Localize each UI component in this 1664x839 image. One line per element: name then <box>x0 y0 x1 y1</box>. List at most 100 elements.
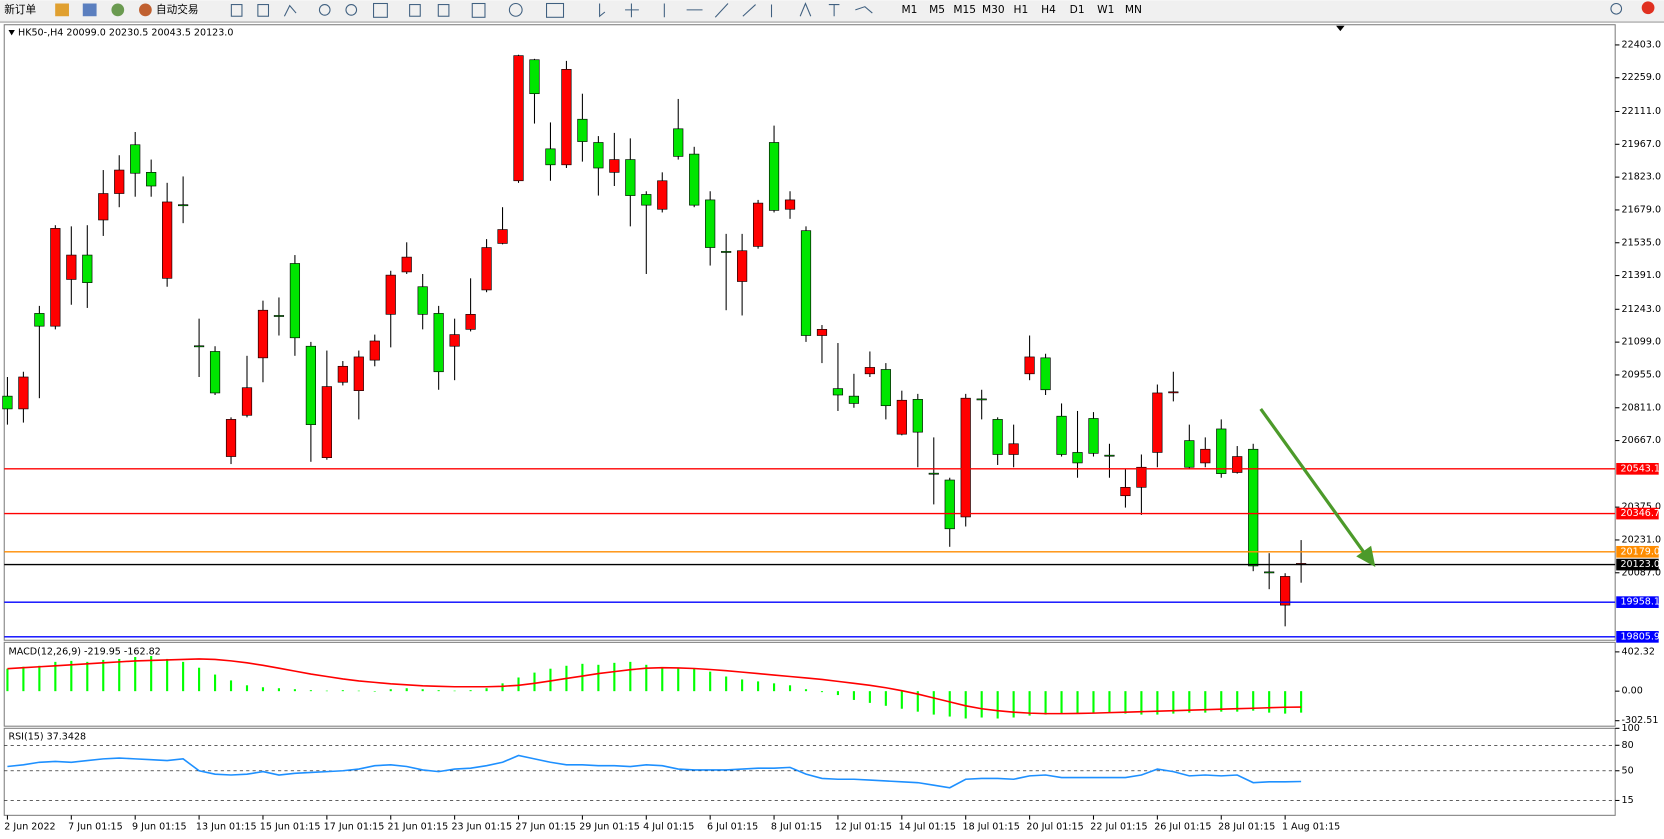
rsi-panel <box>3 727 1616 816</box>
icon[interactable] <box>663 3 773 18</box>
candle-body <box>241 387 253 416</box>
icon[interactable] <box>283 4 297 17</box>
candle-body <box>721 251 732 253</box>
search-icon[interactable] <box>1610 2 1623 15</box>
chart-title: HK50-,H4 20099.0 20230.5 20043.5 20123.0 <box>18 28 233 39</box>
macd-bar <box>22 666 25 692</box>
timeframe-button[interactable]: M30 <box>982 3 1005 16</box>
candle-body <box>864 367 875 375</box>
icon[interactable] <box>139 3 152 17</box>
icon[interactable] <box>409 4 421 17</box>
candle-body <box>385 274 396 315</box>
timeframe-button[interactable]: M5 <box>929 3 945 16</box>
macd-bar <box>38 665 41 692</box>
timeframe-button[interactable]: M15 <box>953 3 976 16</box>
macd-bar <box>1220 691 1223 712</box>
symbol-marker <box>8 30 15 36</box>
candle-body <box>449 334 460 347</box>
macd-bar <box>182 661 185 692</box>
candle-body <box>880 369 891 407</box>
y-tick-label: 402.32 <box>1622 646 1655 657</box>
candle-body <box>225 419 237 457</box>
candle-body <box>912 399 923 433</box>
macd-bar <box>54 661 57 692</box>
candle-body <box>337 365 348 383</box>
icon[interactable] <box>625 3 639 18</box>
auto-trade-button[interactable]: 自动交易 <box>156 3 198 16</box>
icon[interactable] <box>471 2 486 18</box>
timeframe-button[interactable]: H4 <box>1041 3 1056 16</box>
icon[interactable] <box>508 2 523 17</box>
macd-bar <box>198 667 201 692</box>
macd-bar <box>581 663 584 692</box>
candle-body <box>433 313 444 373</box>
macd-bar <box>70 660 73 692</box>
x-tick-label: 20 Jul 01:15 <box>1026 822 1083 833</box>
x-tick-label: 7 Jun 01:15 <box>68 822 123 833</box>
timeframe-button[interactable]: H1 <box>1014 3 1029 16</box>
macd-bar <box>501 683 504 692</box>
x-tick-label: 13 Jun 01:15 <box>196 822 257 833</box>
macd-bar <box>277 688 281 692</box>
candle-body <box>928 472 939 475</box>
macd-bar <box>1252 691 1255 711</box>
trend-arrow <box>1259 407 1369 558</box>
candle-body <box>66 254 77 280</box>
candle-body <box>257 309 269 359</box>
candle-body <box>1152 392 1163 453</box>
notification-badge[interactable] <box>1641 1 1655 15</box>
macd-bar <box>150 656 153 692</box>
candle-body <box>657 180 668 210</box>
y-tick-label: 21391.0 <box>1622 270 1661 281</box>
y-tick-label: 21967.0 <box>1622 139 1661 150</box>
price-level-tag <box>1616 462 1659 475</box>
timeframe-button[interactable]: W1 <box>1097 3 1114 16</box>
macd-bar <box>1092 691 1095 713</box>
candle-body <box>609 159 620 173</box>
icon[interactable] <box>437 4 450 17</box>
timeframe-button[interactable]: D1 <box>1070 3 1085 16</box>
candle-body <box>369 340 380 361</box>
new-order-button[interactable]: 新订单 <box>4 3 36 16</box>
macd-bar <box>1012 691 1015 718</box>
macd-bar <box>597 664 600 692</box>
macd-bar <box>677 667 680 692</box>
icon[interactable] <box>345 4 358 16</box>
icon[interactable] <box>82 3 97 17</box>
x-tick-label: 23 Jun 01:15 <box>451 822 512 833</box>
icon[interactable] <box>799 2 873 17</box>
icon[interactable] <box>546 2 565 18</box>
x-tick-label: 18 Jul 01:15 <box>963 822 1020 833</box>
icon[interactable] <box>55 3 69 17</box>
macd-bar <box>1188 691 1191 713</box>
icon[interactable] <box>318 4 331 16</box>
macd-bar <box>1204 691 1207 713</box>
icon[interactable] <box>230 4 243 17</box>
icon[interactable] <box>111 3 125 17</box>
macd-bar <box>1268 691 1271 713</box>
candle-body <box>816 329 828 336</box>
y-tick-label: -302.51 <box>1622 715 1659 726</box>
macd-bar <box>1028 691 1031 716</box>
candle-body <box>944 479 955 530</box>
timeframe-button[interactable]: M1 <box>902 3 918 16</box>
tool-icons <box>230 2 873 18</box>
y-tick-label: 20811.0 <box>1622 402 1661 413</box>
macd-bar <box>725 676 728 692</box>
x-tick-label: 27 Jun 01:15 <box>515 822 576 833</box>
timeframe-button[interactable]: MN <box>1125 3 1142 16</box>
icon[interactable] <box>257 4 270 17</box>
macd-bar <box>868 691 871 703</box>
icon[interactable] <box>599 3 606 18</box>
candle-body <box>417 286 428 315</box>
macd-bar <box>1236 691 1239 712</box>
macd-bar <box>1156 691 1159 715</box>
price-level-tag <box>1616 558 1659 571</box>
candle-body <box>1216 428 1227 474</box>
price-level-label: 19958.1 <box>1620 597 1659 608</box>
icon[interactable] <box>373 2 388 18</box>
y-tick-label: 22403.0 <box>1622 39 1661 50</box>
macd-bar <box>629 661 632 692</box>
price-level-label: 19805.9 <box>1620 631 1659 642</box>
